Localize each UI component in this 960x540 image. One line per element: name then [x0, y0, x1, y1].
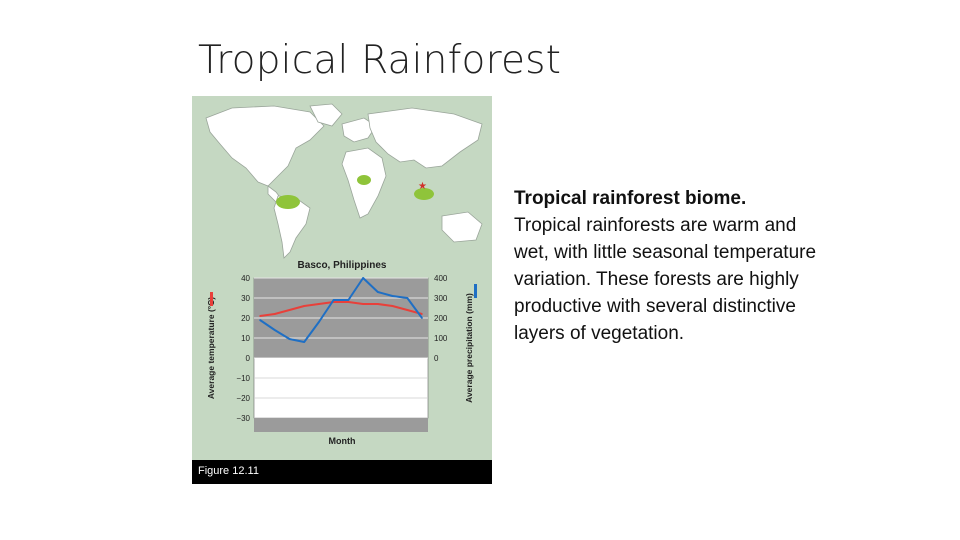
y2-axis-label: Average precipitation (mm) [464, 293, 474, 403]
y-axis-label: Average temperature (°C) [206, 297, 216, 399]
temperature-point [273, 313, 276, 315]
temperature-point [377, 303, 379, 305]
precipitation-point [259, 319, 261, 321]
precipitation-line [259, 277, 423, 343]
precipitation-point [347, 299, 350, 301]
description-text: Tropical rainforest biome. Tropical rain… [514, 185, 819, 347]
precipitation-point [406, 297, 409, 299]
x-axis-label: Month [329, 436, 356, 446]
y-tick-label: 10 [241, 334, 250, 343]
figure-caption: Figure 12.11 [198, 465, 259, 477]
y-tick-label: −20 [236, 394, 250, 403]
precipitation-point [303, 341, 305, 343]
precipitation-point [273, 329, 276, 331]
y2-tick-label: 300 [434, 294, 448, 303]
australia-landmass [441, 211, 483, 243]
y-tick-label: 0 [246, 354, 251, 363]
y2-tick-label: 100 [434, 334, 448, 343]
europe-landmass [341, 117, 377, 143]
y-tick-label: −10 [236, 374, 250, 383]
y-tick-labels: 40 30 20 10 0 −10 −20 −30 [236, 274, 250, 423]
biome-figure: ★ Basco, Philippines 40 30 20 10 0 −10 −20 −30 … [192, 96, 492, 484]
temperature-point [421, 313, 423, 315]
caption-bar: Figure 12.11 [192, 460, 492, 484]
congo-rainforest-region [357, 175, 371, 185]
chart-series [259, 277, 423, 343]
greenland-landmass [309, 103, 343, 127]
temperature-line [259, 301, 423, 317]
y-tick-label: 30 [241, 294, 250, 303]
y-tick-label: 40 [241, 274, 250, 283]
temperature-point [406, 309, 409, 311]
y-tick-label: −30 [236, 414, 250, 423]
temperature-point [391, 305, 394, 307]
temperature-point [347, 301, 350, 303]
precipitation-point [377, 291, 379, 293]
precipitation-point [318, 321, 320, 323]
y2-tick-label: 0 [434, 354, 439, 363]
temperature-point [318, 303, 320, 305]
temperature-legend-swatch [210, 292, 213, 306]
y2-tick-label: 400 [434, 274, 448, 283]
temperature-point [362, 303, 364, 305]
precipitation-point [421, 317, 423, 319]
chart-title: Basco, Philippines [298, 260, 387, 271]
location-marker-icon: ★ [418, 181, 427, 192]
precipitation-point [288, 338, 291, 340]
y-tick-label: 20 [241, 314, 250, 323]
month-axis-band [254, 418, 428, 432]
temperature-point [259, 315, 261, 317]
south-america-landmass [273, 195, 311, 259]
temperature-point [288, 309, 291, 311]
north-america-landmass [205, 105, 325, 187]
amazon-rainforest-region [276, 195, 300, 209]
world-map [205, 103, 483, 259]
precipitation-point [362, 277, 364, 279]
southeast-asia-rainforest-region [414, 188, 434, 200]
description-heading: Tropical rainforest biome. [514, 188, 747, 209]
precipitation-legend-swatch [474, 284, 477, 298]
precipitation-point [332, 299, 335, 301]
description-body: Tropical rainforests are warm and wet, w… [514, 215, 817, 344]
y2-tick-labels: 400 300 200 100 0 [434, 274, 448, 363]
slide-title: Tropical Rainforest [198, 38, 562, 83]
asia-landmass [367, 107, 483, 169]
rainforest-regions [276, 175, 434, 209]
temperature-point [303, 305, 305, 307]
precipitation-point [391, 295, 394, 297]
figure-svg: ★ Basco, Philippines 403020100−10−20−30 … [205, 103, 483, 446]
y2-tick-label: 200 [434, 314, 448, 323]
